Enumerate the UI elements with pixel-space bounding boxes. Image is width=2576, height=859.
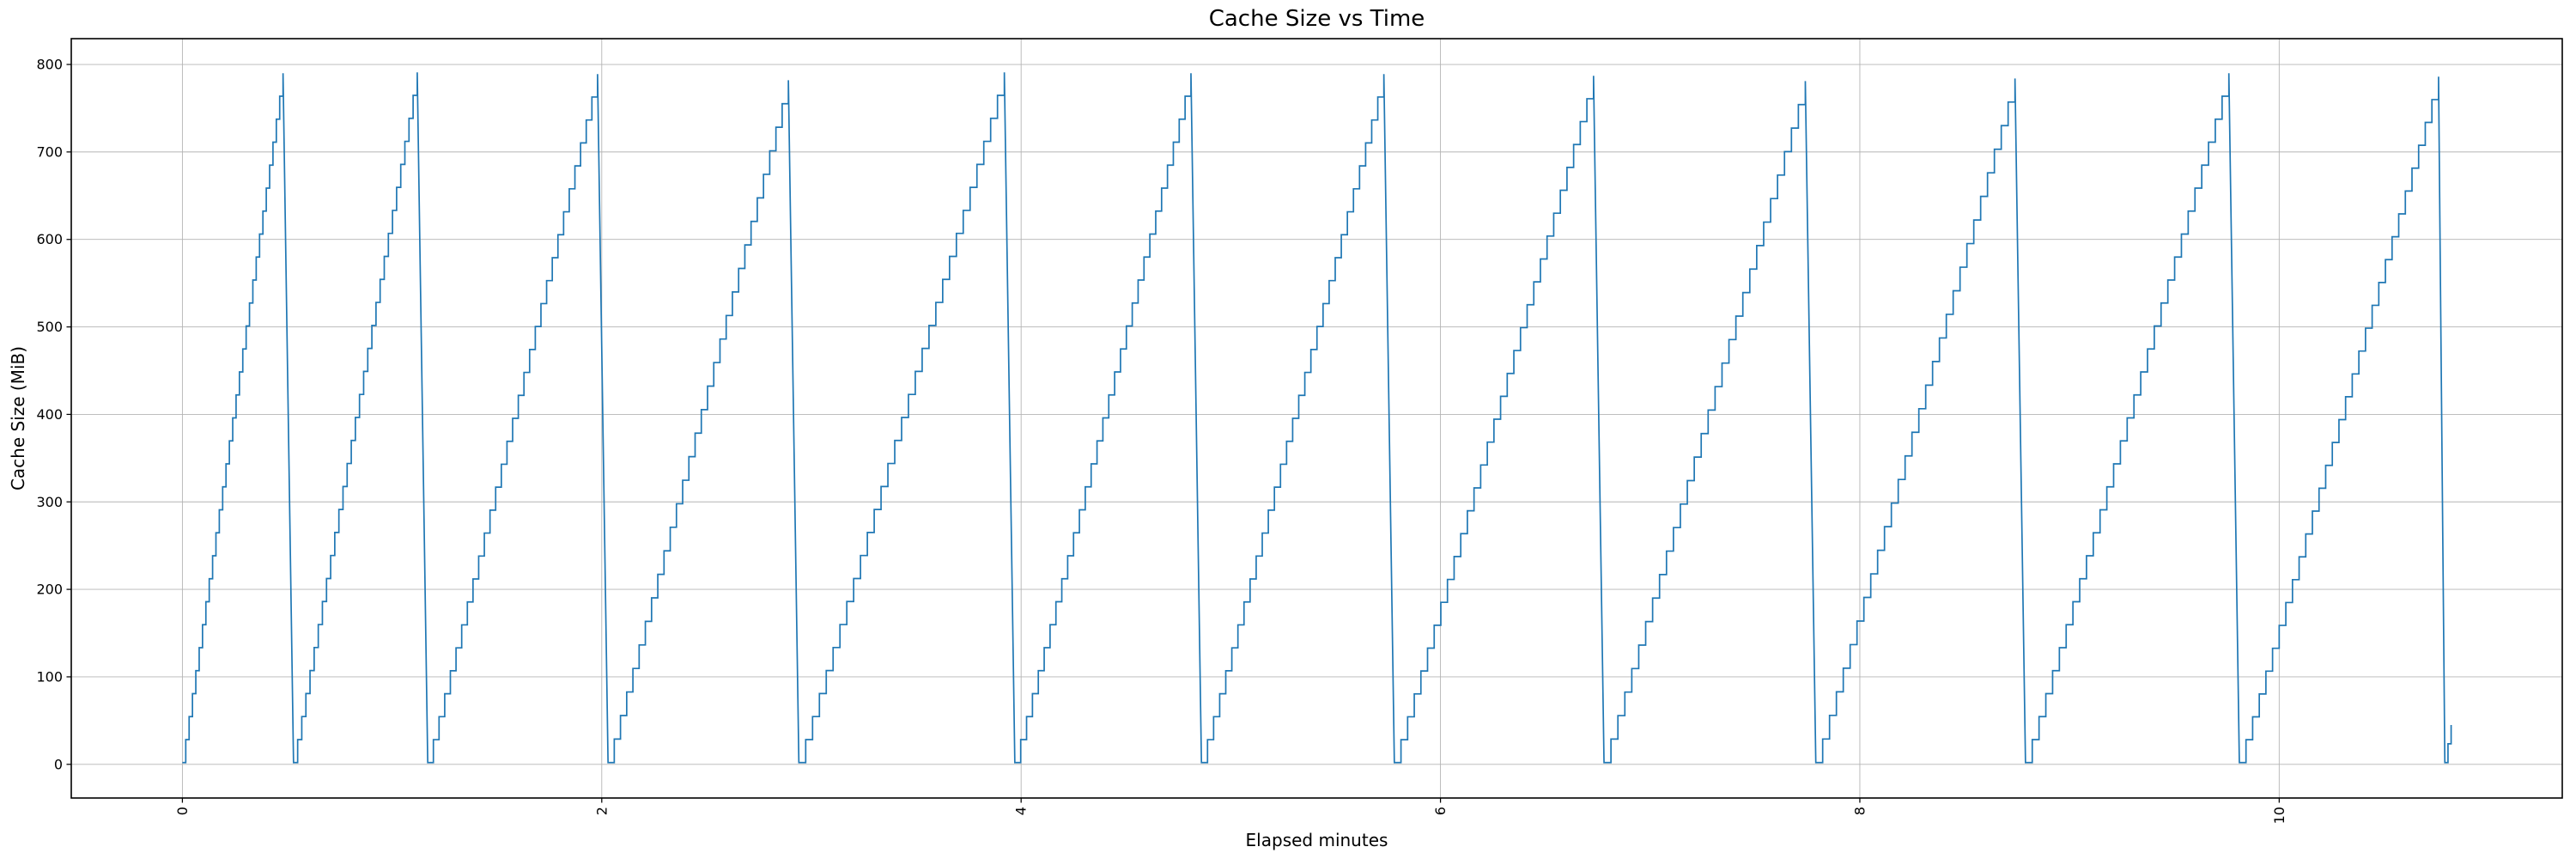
plot-frame [70,38,2563,799]
x-tick-label: 8 [1851,807,1868,815]
x-tick-label: 2 [593,807,610,815]
y-tick-label: 300 [36,494,63,510]
grid [71,39,2562,798]
y-axis-label: Cache Size (MiB) [8,346,28,490]
y-tick-label: 400 [36,406,63,423]
x-axis-label: Elapsed minutes [1246,830,1388,850]
y-tick-label: 600 [36,231,63,247]
y-tick-label: 100 [36,668,63,685]
x-tick-label: 10 [2271,807,2287,824]
y-tick-label: 200 [36,582,63,598]
x-tick-label: 0 [174,807,191,815]
y-tick-label: 0 [54,756,63,772]
data-line [182,72,2452,764]
y-tick-label: 800 [36,57,63,73]
y-tick-label: 700 [36,143,63,160]
y-tick-label: 500 [36,319,63,335]
x-tick-label: 4 [1013,807,1030,815]
axis-tick-marks [66,64,2280,803]
x-tick-label: 6 [1432,807,1449,815]
chart-title: Cache Size vs Time [1209,6,1425,32]
